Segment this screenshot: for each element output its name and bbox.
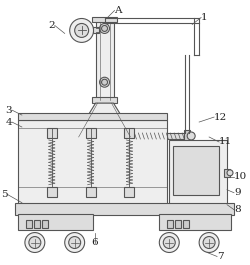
Bar xyxy=(86,187,96,197)
Bar xyxy=(183,220,189,228)
Bar xyxy=(26,220,32,228)
Text: 6: 6 xyxy=(91,238,98,247)
Bar xyxy=(92,16,118,23)
Bar xyxy=(167,220,173,228)
Circle shape xyxy=(69,237,81,249)
Circle shape xyxy=(25,233,45,253)
Circle shape xyxy=(102,25,107,32)
Bar xyxy=(124,187,134,197)
Text: A: A xyxy=(114,6,122,15)
Circle shape xyxy=(227,170,233,176)
Circle shape xyxy=(187,132,195,140)
Text: 7: 7 xyxy=(217,252,224,261)
Text: 3: 3 xyxy=(5,105,12,114)
Bar xyxy=(169,140,227,205)
Bar xyxy=(224,169,230,177)
Text: 2: 2 xyxy=(48,21,55,30)
Text: 4: 4 xyxy=(5,118,12,127)
Text: 11: 11 xyxy=(219,138,232,147)
Bar xyxy=(134,133,187,139)
Bar xyxy=(159,214,231,229)
Bar xyxy=(18,120,167,205)
Circle shape xyxy=(75,24,88,37)
Circle shape xyxy=(199,233,219,253)
Bar xyxy=(86,128,96,138)
Circle shape xyxy=(65,233,85,253)
Bar xyxy=(47,128,57,138)
Polygon shape xyxy=(75,103,134,137)
Bar xyxy=(124,128,134,138)
Text: 8: 8 xyxy=(234,205,240,214)
Bar xyxy=(132,130,138,142)
Text: 12: 12 xyxy=(214,113,227,122)
Circle shape xyxy=(70,19,94,42)
Bar xyxy=(92,28,98,33)
Circle shape xyxy=(29,237,41,249)
Bar xyxy=(15,203,234,215)
Circle shape xyxy=(203,237,215,249)
Circle shape xyxy=(100,77,110,87)
Bar xyxy=(18,214,92,229)
Bar xyxy=(184,130,190,142)
Bar xyxy=(92,97,118,103)
Text: 1: 1 xyxy=(201,13,208,22)
Circle shape xyxy=(163,237,175,249)
Bar xyxy=(47,187,57,197)
Circle shape xyxy=(100,24,110,33)
Bar xyxy=(173,146,219,195)
Circle shape xyxy=(159,233,179,253)
Text: 9: 9 xyxy=(234,188,240,197)
Bar xyxy=(42,220,48,228)
Text: 5: 5 xyxy=(1,190,8,199)
Bar xyxy=(18,113,167,120)
Bar xyxy=(175,220,181,228)
Bar xyxy=(34,220,40,228)
Bar xyxy=(96,19,114,100)
Circle shape xyxy=(102,79,107,85)
Text: 10: 10 xyxy=(234,172,247,181)
